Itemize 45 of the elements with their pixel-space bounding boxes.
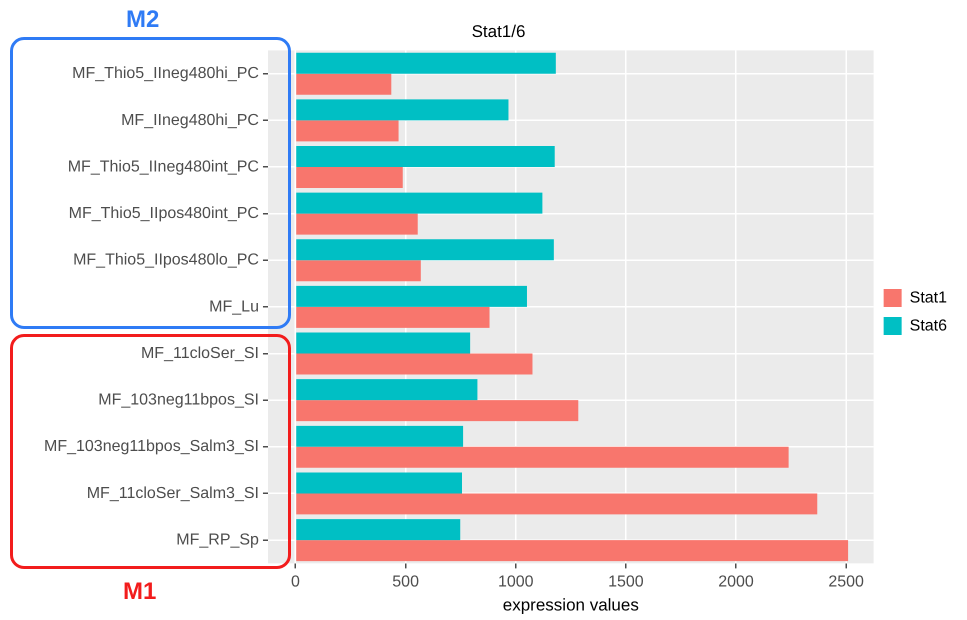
bar (296, 540, 848, 562)
y-tick-label: MF_Thio5_IIneg480hi_PC (72, 65, 259, 82)
bar (296, 166, 403, 188)
bar (296, 260, 421, 282)
bar (296, 99, 508, 120)
legend-label: Stat1 (910, 289, 948, 306)
bar (296, 379, 478, 400)
y-tick-label: MF_103neg11bpos_Salm3_SI (44, 438, 259, 456)
x-tick-label: 500 (392, 573, 420, 590)
legend-label: Stat6 (910, 317, 948, 334)
bar (296, 286, 527, 307)
bar (296, 306, 490, 328)
bar (296, 472, 462, 494)
chart-title: Stat1/6 (472, 22, 526, 41)
bar (296, 332, 470, 354)
bar (296, 400, 578, 422)
bar (296, 214, 418, 235)
bar (296, 519, 460, 540)
bar (296, 146, 555, 167)
bar (296, 446, 789, 468)
bar (296, 52, 556, 74)
bar (296, 493, 818, 514)
text: M1 (123, 578, 156, 606)
y-tick-label: MF_11cloSer_SI (140, 344, 259, 362)
y-tick-label: MF_Thio5_IIpos480int_PC (68, 205, 259, 222)
y-tick-label: MF_103neg11bpos_SI (98, 392, 259, 409)
bar (296, 239, 554, 260)
y-tick-label: MF_11cloSer_Salm3_SI (86, 484, 259, 502)
y-tick-label: MF_Lu (209, 298, 259, 316)
x-axis-title: expression values (502, 595, 639, 614)
y-tick-label: MF_IIneg480hi_PC (121, 112, 259, 129)
y-tick-label: MF_Thio5_IIneg480int_PC (68, 158, 259, 176)
bar (296, 120, 399, 142)
x-tick-label: 0 (291, 573, 300, 590)
x-tick-label: 2000 (718, 573, 754, 590)
x-tick-label: 1500 (608, 573, 644, 590)
bar (296, 192, 542, 214)
bar (296, 354, 532, 375)
bar (296, 74, 392, 95)
x-tick-label: 2500 (828, 573, 864, 590)
y-tick-label: MF_RP_Sp (176, 531, 260, 548)
text: M2 (126, 6, 160, 34)
x-tick-label: 1000 (498, 573, 534, 590)
y-tick-label: MF_Thio5_IIpos480lo_PC (73, 252, 259, 269)
bar (296, 426, 464, 447)
